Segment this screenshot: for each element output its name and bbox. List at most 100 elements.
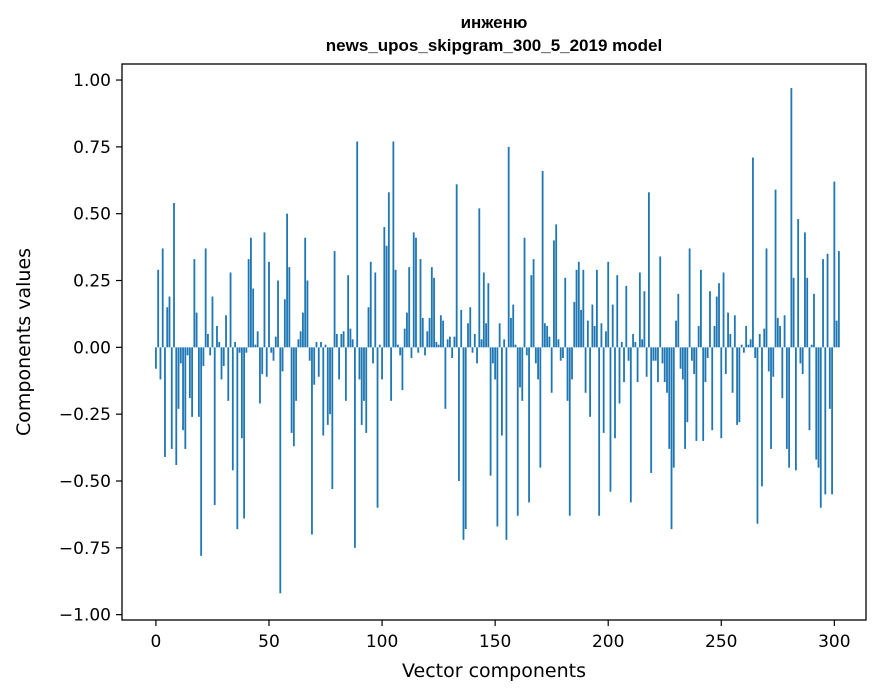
bar <box>489 347 492 476</box>
bar <box>548 336 551 348</box>
bar <box>525 347 528 356</box>
bar <box>589 347 592 417</box>
bar <box>828 347 831 409</box>
bar <box>690 347 693 361</box>
bar <box>424 347 426 356</box>
y-tick-label: 0.00 <box>73 338 111 358</box>
bar <box>297 339 300 348</box>
bar <box>661 347 664 364</box>
bar <box>505 347 508 540</box>
bar <box>808 347 811 431</box>
bar <box>315 342 318 348</box>
bar <box>550 347 553 393</box>
bar <box>250 237 252 348</box>
bar <box>299 331 302 348</box>
bar <box>254 344 257 348</box>
bar <box>236 347 239 530</box>
bar <box>819 347 822 508</box>
bar <box>356 141 359 348</box>
bar <box>349 328 352 348</box>
bar <box>471 347 474 353</box>
bar <box>654 347 657 361</box>
bar <box>220 347 223 380</box>
bar <box>155 347 157 369</box>
y-tick-label: −0.25 <box>59 405 111 425</box>
bar <box>729 333 732 348</box>
bar <box>408 267 411 348</box>
bar <box>752 157 754 348</box>
bar <box>385 245 388 348</box>
bar <box>756 347 759 524</box>
bar <box>722 272 725 348</box>
bar <box>679 347 682 369</box>
bar <box>609 347 612 492</box>
bar <box>577 261 580 348</box>
bar <box>693 347 696 375</box>
bar <box>749 339 752 348</box>
bar <box>335 333 338 348</box>
bar <box>663 347 666 383</box>
bar <box>740 344 743 348</box>
bar <box>317 347 320 377</box>
bar <box>308 347 311 361</box>
bar <box>204 248 207 348</box>
bar <box>733 315 736 348</box>
bar <box>374 272 377 348</box>
bar <box>700 269 702 348</box>
bar <box>326 347 329 425</box>
bar <box>657 347 659 383</box>
bar <box>304 237 307 348</box>
bar <box>247 259 250 348</box>
bar <box>419 259 422 348</box>
bar <box>259 347 261 404</box>
bar <box>668 347 671 449</box>
bar <box>666 347 668 393</box>
bar <box>331 347 334 490</box>
bar <box>442 320 445 348</box>
bar <box>754 347 757 359</box>
bar <box>473 333 476 348</box>
bar <box>467 323 469 348</box>
bar <box>713 325 716 348</box>
bar <box>566 347 569 401</box>
x-tick-label: 0 <box>151 632 162 652</box>
bar <box>614 347 616 439</box>
bar <box>761 347 763 487</box>
bar <box>496 347 499 527</box>
bar <box>634 342 637 348</box>
bar <box>200 347 203 556</box>
x-tick-label: 100 <box>366 632 398 652</box>
bar <box>311 347 313 535</box>
bar <box>265 347 268 377</box>
bar <box>650 347 653 473</box>
bar <box>835 320 838 348</box>
bar <box>677 293 680 348</box>
bar <box>168 296 171 348</box>
bar <box>184 347 187 449</box>
chart-title-group: инженю news_upos_skipgram_300_5_2019 mod… <box>326 13 662 55</box>
bar <box>320 342 322 348</box>
bar <box>688 248 691 348</box>
chart-subtitle: news_upos_skipgram_300_5_2019 model <box>326 36 662 55</box>
bar <box>837 251 840 348</box>
bar <box>157 269 160 348</box>
bar <box>602 347 605 433</box>
bar <box>295 347 298 401</box>
bar <box>774 189 777 348</box>
bar <box>272 347 275 361</box>
y-tick-label: 0.75 <box>73 138 111 158</box>
bar <box>641 339 644 348</box>
bar <box>182 347 184 431</box>
bar <box>252 288 255 348</box>
bar <box>781 347 784 399</box>
bar <box>611 304 614 348</box>
bar <box>480 339 483 348</box>
bar <box>365 347 368 433</box>
bar <box>747 344 750 348</box>
bar <box>344 347 347 401</box>
bar <box>401 347 404 391</box>
bar <box>530 275 533 348</box>
bar <box>164 347 166 457</box>
bar-series <box>155 88 840 594</box>
bar <box>381 347 383 380</box>
